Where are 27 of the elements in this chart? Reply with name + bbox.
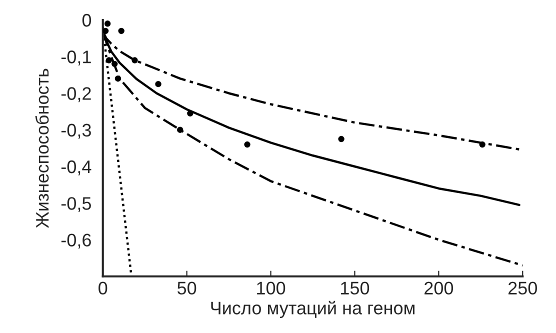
y-tick-label: -0,2 bbox=[61, 87, 91, 102]
point bbox=[118, 28, 124, 34]
point bbox=[114, 75, 122, 82]
point bbox=[112, 60, 118, 68]
point bbox=[479, 141, 486, 148]
point bbox=[177, 126, 184, 133]
point bbox=[132, 57, 138, 64]
x-tick-label: 150 bbox=[341, 282, 370, 295]
y-tick-label: -0,3 bbox=[61, 124, 91, 139]
y-tick-label: -0,1 bbox=[61, 50, 91, 66]
y-tick-label: 0 bbox=[82, 14, 92, 27]
point bbox=[106, 57, 112, 64]
x-tick-label: 100 bbox=[257, 282, 286, 295]
y-tick-label: -0,5 bbox=[61, 197, 91, 212]
point bbox=[104, 20, 111, 27]
x-tick-label: 0 bbox=[98, 282, 108, 295]
y-axis-title: Жизнеспособность bbox=[35, 68, 49, 228]
x-axis-title: Число мутаций на геном bbox=[211, 300, 414, 318]
point bbox=[102, 28, 109, 34]
point bbox=[155, 80, 162, 88]
point bbox=[338, 136, 344, 142]
x-tick-label: 250 bbox=[508, 282, 537, 295]
x-tick-label: 50 bbox=[178, 282, 196, 295]
point bbox=[244, 141, 250, 148]
x-tick-label: 200 bbox=[424, 282, 454, 295]
y-tick-label: -0,6 bbox=[61, 234, 91, 249]
y-tick-label: -0,4 bbox=[61, 160, 92, 176]
